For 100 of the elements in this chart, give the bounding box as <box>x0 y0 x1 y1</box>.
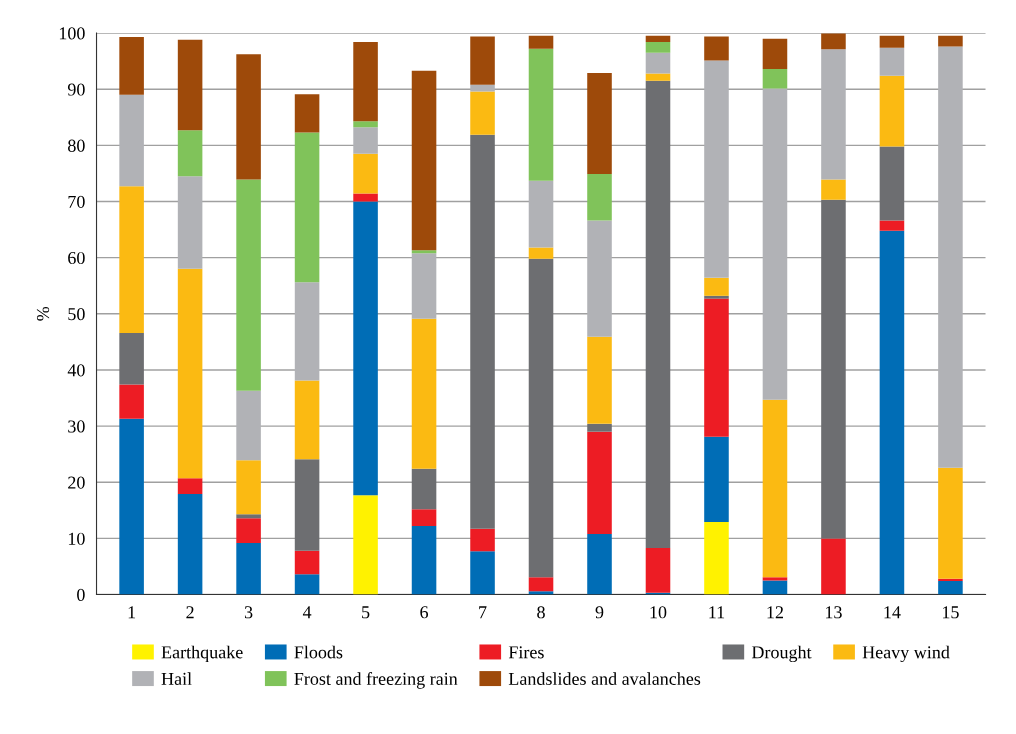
bar <box>236 514 261 519</box>
bar <box>470 134 495 529</box>
legend-label: Frost and freezing rain <box>294 672 458 689</box>
bar <box>645 80 671 548</box>
bar <box>353 121 378 128</box>
legend-label: Drought <box>751 645 812 663</box>
bar <box>938 581 963 595</box>
bar <box>762 88 788 400</box>
bar <box>411 250 437 254</box>
bar <box>177 494 203 595</box>
y-tick-label: 90 <box>67 83 85 96</box>
y-tick-label: 20 <box>68 476 85 489</box>
bar <box>177 39 203 131</box>
legend-label: Landslides and avalanches <box>508 672 701 685</box>
legend-label: Floods <box>294 645 343 659</box>
x-tick-label: 5 <box>362 606 370 619</box>
bar <box>704 298 729 437</box>
bar <box>177 478 203 495</box>
bar <box>353 153 378 194</box>
x-tick-label: 12 <box>767 606 783 619</box>
bar <box>353 193 378 202</box>
bar <box>938 35 963 47</box>
bar <box>236 542 261 595</box>
bar <box>587 533 612 595</box>
bar <box>411 318 437 469</box>
bar <box>177 130 203 177</box>
x-tick-label: 1 <box>128 606 136 619</box>
bar <box>587 72 612 174</box>
y-tick-label: 50 <box>68 308 85 321</box>
bar <box>177 176 203 269</box>
bar <box>411 253 437 319</box>
bar <box>762 399 788 578</box>
bar <box>587 431 612 534</box>
bar <box>294 550 320 575</box>
bar <box>645 52 671 74</box>
bar <box>645 73 671 81</box>
legend-label: Fires <box>508 646 544 659</box>
bar <box>236 518 261 543</box>
x-tick-label: 8 <box>537 606 545 619</box>
bar <box>938 46 963 468</box>
bar <box>528 258 554 578</box>
y-tick-label: 100 <box>59 27 85 40</box>
bar <box>704 436 729 523</box>
bar <box>879 75 905 147</box>
bar <box>821 199 846 539</box>
bar <box>119 418 144 595</box>
bar <box>470 528 495 552</box>
y-tick-label: 30 <box>68 420 85 433</box>
bar <box>587 423 612 432</box>
bar <box>294 132 320 283</box>
bar <box>294 380 320 460</box>
bar <box>528 180 554 248</box>
bar <box>645 42 671 53</box>
y-tick-label: 40 <box>67 364 85 377</box>
bar <box>879 47 905 76</box>
x-tick-label: 6 <box>420 606 429 619</box>
bar <box>353 201 378 496</box>
bar <box>821 538 846 595</box>
bar <box>704 522 729 595</box>
bar <box>470 91 495 135</box>
x-tick-label: 9 <box>595 606 604 619</box>
bar <box>353 127 378 154</box>
bar <box>411 70 437 251</box>
bar <box>879 146 905 221</box>
bar <box>353 495 378 595</box>
bar <box>762 38 788 69</box>
bar <box>528 247 554 259</box>
bar <box>236 179 261 391</box>
bar <box>821 33 846 50</box>
bar <box>762 68 788 89</box>
bar <box>704 60 729 278</box>
x-tick-label: 15 <box>942 606 959 619</box>
bar <box>528 577 554 592</box>
bar <box>294 94 320 133</box>
bar <box>587 173 612 221</box>
bar <box>704 295 729 299</box>
bar <box>470 551 495 595</box>
x-tick-label: 13 <box>826 606 842 619</box>
bar <box>645 547 671 593</box>
y-tick-label: 0 <box>77 588 85 601</box>
x-tick-label: 7 <box>479 606 487 619</box>
x-tick-label: 2 <box>186 606 194 619</box>
bar <box>938 578 963 582</box>
bar <box>762 577 788 581</box>
bar <box>821 179 846 200</box>
bar <box>411 509 437 527</box>
bar <box>879 230 905 595</box>
bar <box>821 49 846 180</box>
bar <box>528 35 554 49</box>
bar <box>119 94 144 187</box>
bar <box>587 220 612 337</box>
bar <box>470 84 495 92</box>
legend-label: Heavy wind <box>862 645 950 663</box>
bar <box>236 390 261 461</box>
bar <box>119 384 144 419</box>
bar <box>294 574 320 595</box>
bar <box>528 48 554 181</box>
bar <box>236 460 261 515</box>
x-tick-label: 3 <box>244 606 253 619</box>
y-tick-label: 70 <box>68 195 85 208</box>
